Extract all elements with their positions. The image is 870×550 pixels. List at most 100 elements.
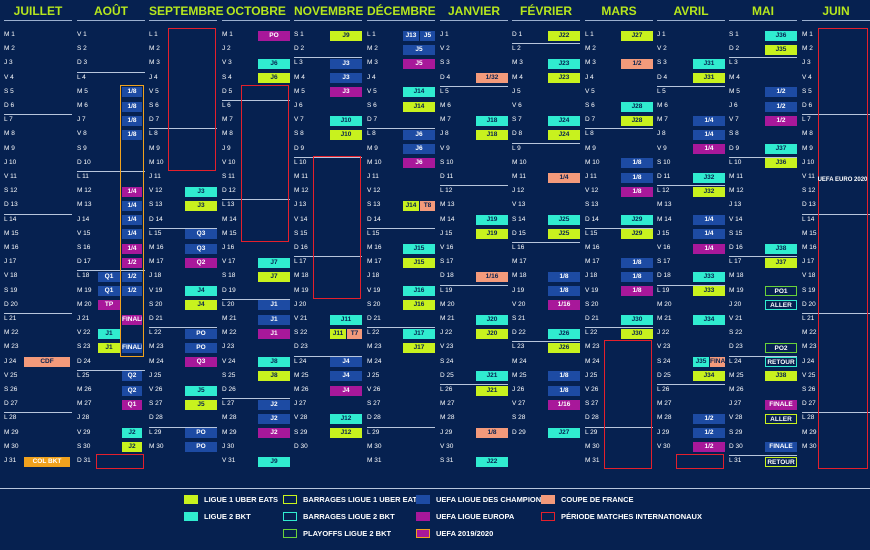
- day-label: M 14: [657, 215, 672, 223]
- month-header: FÉVRIER: [519, 4, 572, 18]
- week-separator: [585, 227, 653, 229]
- match-chip: FINALE: [122, 342, 142, 353]
- day-label: D 10: [77, 158, 91, 166]
- day-label: S 31: [440, 457, 454, 464]
- match-chip: J4: [185, 300, 217, 311]
- match-chip: J15: [403, 257, 435, 268]
- day-label: J 11: [585, 173, 597, 180]
- day-label: V 28: [294, 414, 308, 422]
- day-label: L 19: [440, 286, 453, 294]
- day-label: V 30: [657, 442, 671, 450]
- day-label: M 8: [802, 130, 813, 138]
- day-label: V 19: [585, 286, 599, 294]
- match-chip: J17: [403, 342, 435, 353]
- day-label: D 9: [294, 144, 305, 152]
- day-label: J 20: [729, 300, 742, 308]
- day-label: V 20: [512, 300, 526, 308]
- match-chip: 1/4: [693, 129, 725, 140]
- day-label: D 21: [367, 315, 381, 322]
- week-separator: [149, 426, 217, 428]
- match-chip: J23: [548, 58, 580, 69]
- day-label: S 10: [440, 158, 454, 166]
- week-separator: [802, 213, 870, 215]
- day-label: J 4: [149, 73, 158, 81]
- day-label: V 29: [77, 428, 91, 436]
- day-label: L 15: [367, 229, 380, 237]
- match-chip: J10: [330, 115, 362, 126]
- international-period-box: [818, 28, 868, 470]
- day-label: D 31: [77, 457, 91, 464]
- match-chip: J25: [548, 215, 580, 226]
- day-label: D 18: [440, 272, 454, 280]
- month-header: AVRIL: [673, 4, 709, 18]
- day-label: M 27: [440, 400, 455, 408]
- day-label: L 21: [802, 315, 815, 322]
- day-label: S 13: [149, 201, 163, 209]
- match-chip: J4: [185, 286, 217, 297]
- day-label: S 14: [512, 215, 526, 223]
- day-label: M 16: [149, 244, 164, 251]
- match-chip: J31: [693, 58, 725, 69]
- week-separator: [222, 398, 290, 400]
- day-label: M 19: [77, 286, 92, 294]
- day-label: M 30: [149, 442, 164, 450]
- day-label: L 22: [585, 329, 598, 337]
- month-header-rule: [440, 20, 508, 21]
- day-label: V 5: [367, 87, 377, 95]
- day-label: D 20: [4, 300, 18, 308]
- day-label: M 29: [802, 428, 817, 436]
- match-chip: J14: [403, 87, 435, 98]
- day-label: S 27: [585, 400, 599, 408]
- day-label: J 14: [77, 215, 90, 223]
- day-label: L 4: [77, 73, 86, 81]
- day-label: M 27: [657, 400, 672, 408]
- day-label: M 30: [585, 442, 600, 450]
- day-label: L 3: [294, 59, 303, 67]
- day-label: M 16: [367, 244, 382, 251]
- month-header-rule: [802, 20, 870, 21]
- day-label: M 3: [149, 59, 160, 67]
- match-chip: J7: [258, 271, 290, 282]
- day-label: M 24: [367, 357, 382, 365]
- month-header-rule: [585, 20, 653, 21]
- match-chip: 1/2: [122, 286, 142, 297]
- day-label: L 7: [802, 116, 811, 124]
- week-separator: [149, 128, 217, 130]
- day-label: S 6: [585, 102, 595, 109]
- match-chip: Q3: [185, 243, 217, 254]
- match-chip: J4: [330, 371, 362, 382]
- international-period-box: [604, 340, 652, 470]
- match-chip: TP: [98, 300, 120, 311]
- match-chip: Q1: [122, 399, 142, 410]
- match-chip: 1/2: [765, 101, 797, 112]
- day-label: S 5: [4, 87, 14, 95]
- match-chip: J20: [476, 314, 508, 325]
- day-label: D 28: [149, 414, 163, 422]
- day-label: S 3: [440, 59, 450, 67]
- day-label: M 14: [222, 215, 237, 223]
- legend-swatch: [416, 495, 430, 504]
- day-label: M 17: [367, 258, 382, 266]
- match-chip: J12: [330, 428, 362, 439]
- day-label: M 12: [294, 187, 309, 195]
- day-label: M 25: [294, 371, 309, 379]
- day-label: M 22: [4, 329, 19, 337]
- day-label: S 19: [802, 286, 816, 294]
- day-label: M 13: [657, 201, 672, 209]
- day-label: S 13: [367, 201, 381, 209]
- match-chip: 1/8: [548, 371, 580, 382]
- match-chip: J18: [476, 115, 508, 126]
- day-label: M 26: [77, 386, 92, 393]
- day-label: M 23: [367, 343, 382, 351]
- match-chip: 1/8: [122, 129, 142, 140]
- day-label: D 6: [4, 102, 15, 109]
- week-separator: [802, 313, 870, 314]
- day-label: M 16: [4, 244, 19, 251]
- match-chip: 1/4: [122, 243, 142, 254]
- legend-swatch: [283, 495, 297, 504]
- day-label: M 4: [729, 73, 740, 81]
- match-chip: J10: [330, 129, 362, 140]
- day-label: D 7: [367, 116, 378, 124]
- match-chip: J1: [98, 342, 120, 353]
